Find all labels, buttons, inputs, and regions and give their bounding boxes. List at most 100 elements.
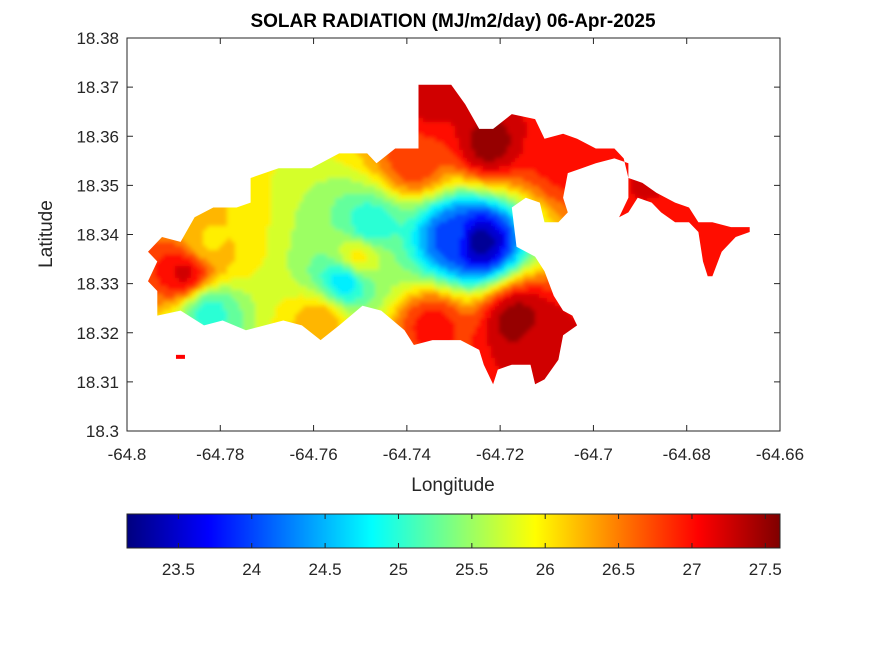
- heatmap-cell: [639, 74, 644, 79]
- heatmap-cell: [707, 154, 712, 159]
- heatmap-cell: [155, 102, 160, 107]
- heatmap-cell: [367, 62, 372, 67]
- heatmap-cell: [403, 126, 408, 131]
- heatmap-cell: [535, 42, 540, 47]
- heatmap-cell: [487, 134, 492, 139]
- heatmap-cell: [147, 70, 152, 75]
- heatmap-cell: [383, 90, 388, 95]
- heatmap-cell: [239, 54, 244, 59]
- heatmap-cell: [567, 106, 572, 111]
- heatmap-cell: [339, 86, 344, 91]
- heatmap-cell: [355, 114, 360, 119]
- heatmap-cell: [251, 150, 256, 155]
- heatmap-cell: [755, 58, 760, 63]
- heatmap-cell: [151, 42, 156, 47]
- heatmap-cell: [559, 38, 564, 43]
- heatmap-cell: [403, 86, 408, 91]
- heatmap-cell: [307, 70, 312, 75]
- heatmap-cell: [699, 66, 704, 71]
- heatmap-cell: [691, 94, 696, 99]
- heatmap-cell: [539, 138, 544, 143]
- heatmap-cell: [599, 42, 604, 47]
- heatmap-cell: [423, 118, 428, 123]
- heatmap-cell: [179, 94, 184, 99]
- heatmap-cell: [643, 130, 648, 135]
- heatmap-cell: [147, 74, 152, 79]
- heatmap-cell: [243, 66, 248, 71]
- heatmap-cell: [515, 38, 520, 43]
- heatmap-cell: [659, 50, 664, 55]
- heatmap-cell: [211, 154, 216, 159]
- heatmap-cell: [751, 38, 756, 43]
- heatmap-cell: [283, 58, 288, 63]
- heatmap-cell: [303, 102, 308, 107]
- heatmap-cell: [439, 142, 444, 147]
- heatmap-cell: [235, 106, 240, 111]
- heatmap-cell: [271, 134, 276, 139]
- heatmap-cell: [707, 138, 712, 143]
- heatmap-cell: [259, 90, 264, 95]
- heatmap-cell: [259, 118, 264, 123]
- heatmap-cell: [247, 42, 252, 47]
- heatmap-cell: [287, 84, 292, 87]
- heatmap-cell: [631, 54, 636, 59]
- heatmap-cell: [387, 106, 392, 111]
- heatmap-cell: [527, 118, 532, 123]
- heatmap-cell: [659, 62, 664, 67]
- heatmap-cell: [399, 114, 404, 119]
- heatmap-cell: [603, 126, 608, 131]
- heatmap-cell: [247, 102, 252, 107]
- heatmap-cell: [543, 138, 548, 143]
- heatmap-cell: [247, 90, 252, 95]
- heatmap-cell: [467, 58, 472, 63]
- heatmap-cell: [231, 94, 236, 99]
- heatmap-cell: [215, 98, 220, 103]
- heatmap-cell: [215, 86, 220, 91]
- heatmap-cell: [507, 106, 512, 111]
- heatmap-cell: [399, 106, 404, 111]
- heatmap-cell: [471, 122, 476, 127]
- heatmap-cell: [311, 58, 316, 63]
- heatmap-cell: [451, 54, 456, 59]
- heatmap-cell: [731, 62, 736, 67]
- heatmap-cell: [259, 70, 264, 75]
- heatmap-cell: [419, 62, 424, 67]
- heatmap-cell: [743, 146, 748, 151]
- heatmap-cell: [699, 74, 704, 79]
- heatmap-cell: [263, 146, 268, 151]
- heatmap-cell: [551, 138, 556, 143]
- heatmap-cell: [659, 78, 664, 83]
- heatmap-cell: [551, 84, 556, 87]
- heatmap-cell: [443, 118, 448, 123]
- heatmap-cell: [399, 84, 404, 87]
- heatmap-cell: [211, 58, 216, 63]
- heatmap-cell: [671, 142, 676, 147]
- heatmap-cell: [335, 110, 340, 115]
- heatmap-cell: [467, 84, 472, 87]
- heatmap-cell: [375, 90, 380, 95]
- heatmap-cell: [148, 150, 152, 155]
- heatmap-cell: [267, 38, 272, 43]
- heatmap-cell: [507, 42, 512, 47]
- heatmap-cell: [707, 86, 712, 91]
- heatmap-cell: [619, 66, 624, 71]
- heatmap-cell: [663, 94, 668, 99]
- heatmap-cell: [699, 58, 704, 63]
- heatmap-cell: [299, 58, 304, 63]
- heatmap-cell: [319, 158, 324, 163]
- heatmap-cell: [299, 84, 304, 87]
- heatmap-cell: [239, 90, 244, 95]
- heatmap-cell: [763, 146, 768, 151]
- heatmap-cell: [263, 110, 268, 115]
- heatmap-cell: [487, 58, 492, 63]
- heatmap-cell: [479, 90, 484, 95]
- heatmap-cell: [143, 122, 148, 127]
- heatmap-cell: [599, 86, 604, 91]
- heatmap-cell: [559, 46, 564, 51]
- heatmap-cell: [671, 86, 676, 91]
- heatmap-cell: [343, 146, 348, 151]
- heatmap-cell: [519, 130, 524, 135]
- heatmap-cell: [383, 58, 388, 63]
- heatmap-cell: [231, 54, 236, 59]
- heatmap-cell: [159, 154, 164, 159]
